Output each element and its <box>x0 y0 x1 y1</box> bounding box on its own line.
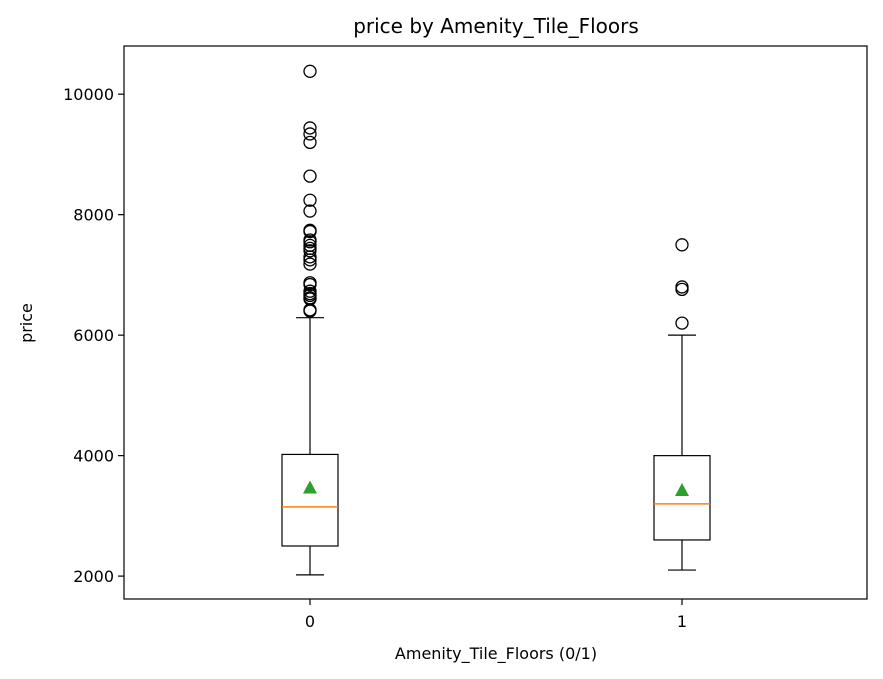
outlier-point <box>303 64 317 78</box>
outlier-point <box>303 193 317 207</box>
outlier-point <box>303 244 317 258</box>
y-tick-label: 10000 <box>63 85 114 104</box>
outlier-point <box>303 204 317 218</box>
outlier-point <box>675 238 689 252</box>
y-axis: 2000 4000 6000 8000 10000 <box>63 85 124 586</box>
box-iqr <box>281 453 339 547</box>
x-axis-label: Amenity_Tile_Floors (0/1) <box>395 644 597 664</box>
y-tick-label: 2000 <box>73 567 114 586</box>
y-axis-label: price <box>17 303 36 343</box>
outlier-point <box>303 257 317 271</box>
chart-title: price by Amenity_Tile_Floors <box>353 14 639 38</box>
outlier-point <box>303 277 317 292</box>
x-tick-label: 0 <box>305 612 315 631</box>
plot-frame <box>123 45 868 600</box>
mean-marker <box>303 480 317 494</box>
outlier-point <box>675 316 689 330</box>
outlier-point <box>303 250 317 264</box>
outlier-point <box>303 253 317 267</box>
outlier-point <box>303 304 317 318</box>
outlier-point <box>303 121 317 135</box>
plot-area <box>281 64 711 576</box>
outlier-point <box>303 127 317 141</box>
outlier-point <box>303 235 317 249</box>
outlier-point <box>303 224 317 239</box>
outlier-point <box>675 282 689 297</box>
box-group-1 <box>653 238 711 571</box>
box-iqr <box>653 455 711 541</box>
y-tick-label: 6000 <box>73 326 114 345</box>
y-tick-label: 4000 <box>73 447 114 466</box>
outlier-point <box>303 135 317 150</box>
x-tick-label: 1 <box>677 612 687 631</box>
outlier-point <box>303 169 317 183</box>
box-group-0 <box>281 64 339 576</box>
y-tick-label: 8000 <box>73 206 114 225</box>
mean-marker <box>675 482 689 496</box>
